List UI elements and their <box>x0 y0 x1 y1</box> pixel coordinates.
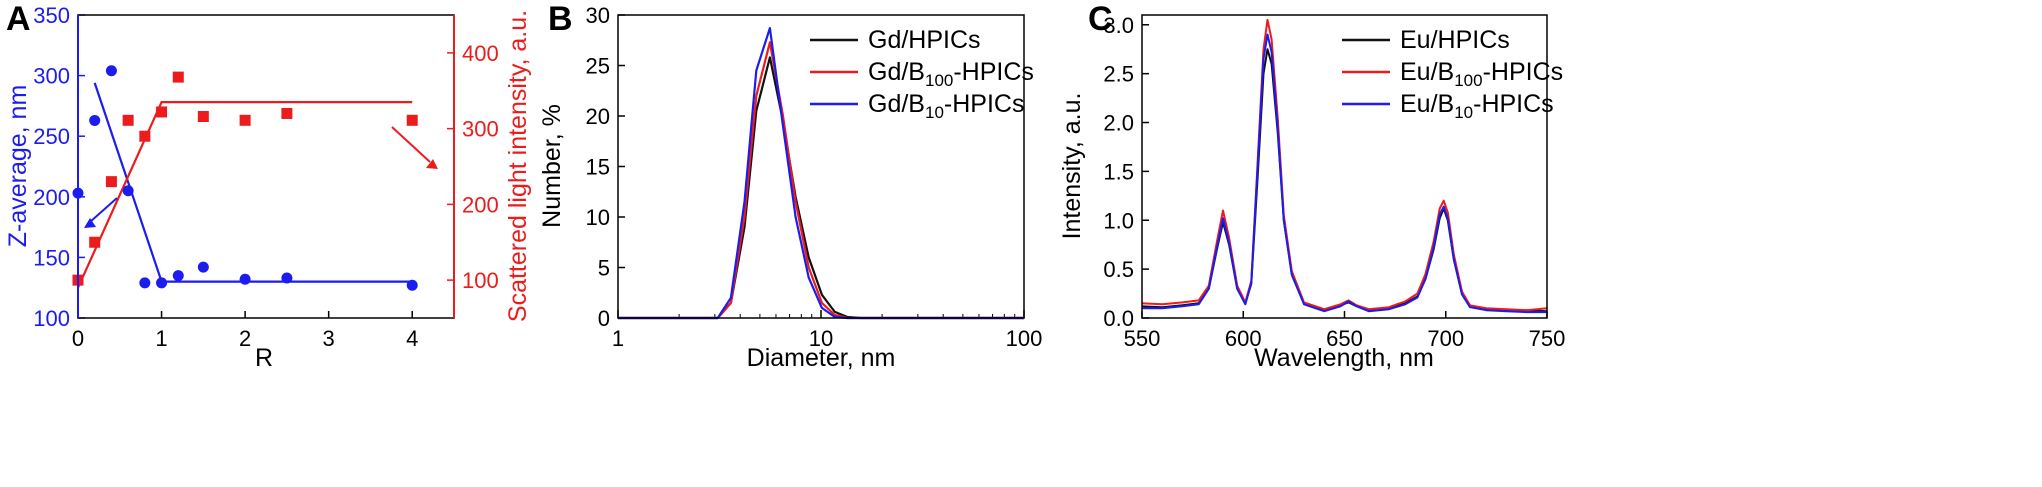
panel-b-letter: B <box>548 0 573 38</box>
y-right-tick-label: 100 <box>462 268 499 293</box>
legend-label: Gd/HPICs <box>868 26 981 54</box>
panel-b-legend: Gd/HPICs Gd/B100-HPICs Gd/B10-HPICs <box>810 26 1034 122</box>
panel-c-legend: Eu/HPICs Eu/B100-HPICs Eu/B10-HPICs <box>1342 26 1563 122</box>
data-point-circle <box>123 185 134 196</box>
data-point-circle <box>139 277 150 288</box>
data-point-square <box>173 72 184 83</box>
y-tick-label: 250 <box>33 124 70 149</box>
y-right-tick-label: 300 <box>462 117 499 142</box>
y-tick-label: 0.5 <box>1103 257 1134 282</box>
data-point-square <box>139 131 150 142</box>
data-point-circle <box>106 65 117 76</box>
data-point-square <box>123 115 134 126</box>
figure: A 100150200250300350 100200300400 01234 … <box>0 0 2042 487</box>
panel-c: C 0.00.51.01.52.02.53.0 550 600 650 700 750 … <box>1058 0 1565 372</box>
fit-line-left <box>95 83 413 282</box>
y-tick-label: 20 <box>586 104 610 129</box>
panel-a-letter: A <box>6 0 31 38</box>
legend-label: Eu/B100-HPICs <box>1400 58 1563 90</box>
legend-label: Gd/B10-HPICs <box>868 90 1024 122</box>
panel-a-frame <box>78 15 454 318</box>
y-tick-label: 150 <box>33 245 70 270</box>
legend-item-eu-b100-hpics: Eu/B100-HPICs <box>1342 58 1563 90</box>
data-point-circle <box>407 280 418 291</box>
data-point-circle <box>156 277 167 288</box>
panel-a-x-title: R <box>255 344 273 372</box>
x-tick-label: 2 <box>239 326 251 351</box>
legend-item-gd-hpics: Gd/HPICs <box>810 26 981 54</box>
data-point-square <box>106 176 117 187</box>
y-tick-label: 300 <box>33 64 70 89</box>
data-point-circle <box>240 274 251 285</box>
data-point-square <box>156 106 167 117</box>
x-tick-label: 750 <box>1529 326 1566 351</box>
data-point-circle <box>198 262 209 273</box>
y-right-tick-label: 400 <box>462 41 499 66</box>
x-tick-label: 550 <box>1124 326 1161 351</box>
panel-c-x-title: Wavelength, nm <box>1254 344 1434 372</box>
y-tick-label: 1.0 <box>1103 208 1134 233</box>
x-tick-label: 1 <box>155 326 167 351</box>
data-point-square <box>240 115 251 126</box>
x-tick-label: 3 <box>323 326 335 351</box>
y-tick-label: 30 <box>586 3 610 28</box>
y-tick-label: 1.5 <box>1103 159 1134 184</box>
y-right-tick-label: 200 <box>462 192 499 217</box>
y-tick-label: 2.0 <box>1103 111 1134 136</box>
x-tick-label: 4 <box>406 326 418 351</box>
panel-a-right-arrow <box>392 127 438 169</box>
y-tick-label: 3.0 <box>1103 13 1134 38</box>
panel-b-y-title: Number, % <box>538 104 566 228</box>
data-point-circle <box>89 115 100 126</box>
data-point-square <box>407 115 418 126</box>
legend-label: Eu/HPICs <box>1400 26 1510 54</box>
panel-a-right-y-title: Scattered light intensity, a.u. <box>504 10 532 322</box>
panel-a-plot <box>73 65 418 291</box>
panel-b-y-axis: 0 5 10 15 20 25 30 <box>586 3 625 331</box>
data-point-square <box>89 237 100 248</box>
y-tick-label: 5 <box>598 256 610 281</box>
panel-b-x-title: Diameter, nm <box>747 344 896 372</box>
y-tick-label: 2.5 <box>1103 62 1134 87</box>
legend-label: Eu/B10-HPICs <box>1400 90 1554 122</box>
legend-item-gd-b100-hpics: Gd/B100-HPICs <box>810 58 1034 90</box>
data-point-circle <box>281 273 292 284</box>
y-tick-label: 350 <box>33 3 70 28</box>
panel-b: B 0 5 10 15 20 25 30 1 10 100 Diameter, nm Numbe… <box>538 0 1042 372</box>
y-tick-label: 10 <box>586 205 610 230</box>
series-line <box>1142 49 1547 311</box>
panel-a-left-y-title: Z-average, nm <box>4 85 32 248</box>
y-tick-label: 25 <box>586 54 610 79</box>
x-tick-label: 0 <box>72 326 84 351</box>
y-tick-label: 100 <box>33 306 70 331</box>
legend-label: Gd/B100-HPICs <box>868 58 1034 90</box>
data-point-circle <box>173 270 184 281</box>
y-tick-label: 0 <box>598 306 610 331</box>
legend-item-eu-hpics: Eu/HPICs <box>1342 26 1510 54</box>
x-tick-label: 1 <box>612 326 624 351</box>
y-tick-label: 15 <box>586 155 610 180</box>
legend-item-gd-b10-hpics: Gd/B10-HPICs <box>810 90 1024 122</box>
y-tick-label: 200 <box>33 185 70 210</box>
data-point-square <box>281 108 292 119</box>
panel-a-x-axis: 0 1 2 3 4 <box>72 311 418 351</box>
panel-c-y-title: Intensity, a.u. <box>1058 93 1086 240</box>
data-point-square <box>198 111 209 122</box>
x-tick-label: 100 <box>1006 326 1043 351</box>
legend-item-eu-b10-hpics: Eu/B10-HPICs <box>1342 90 1554 122</box>
